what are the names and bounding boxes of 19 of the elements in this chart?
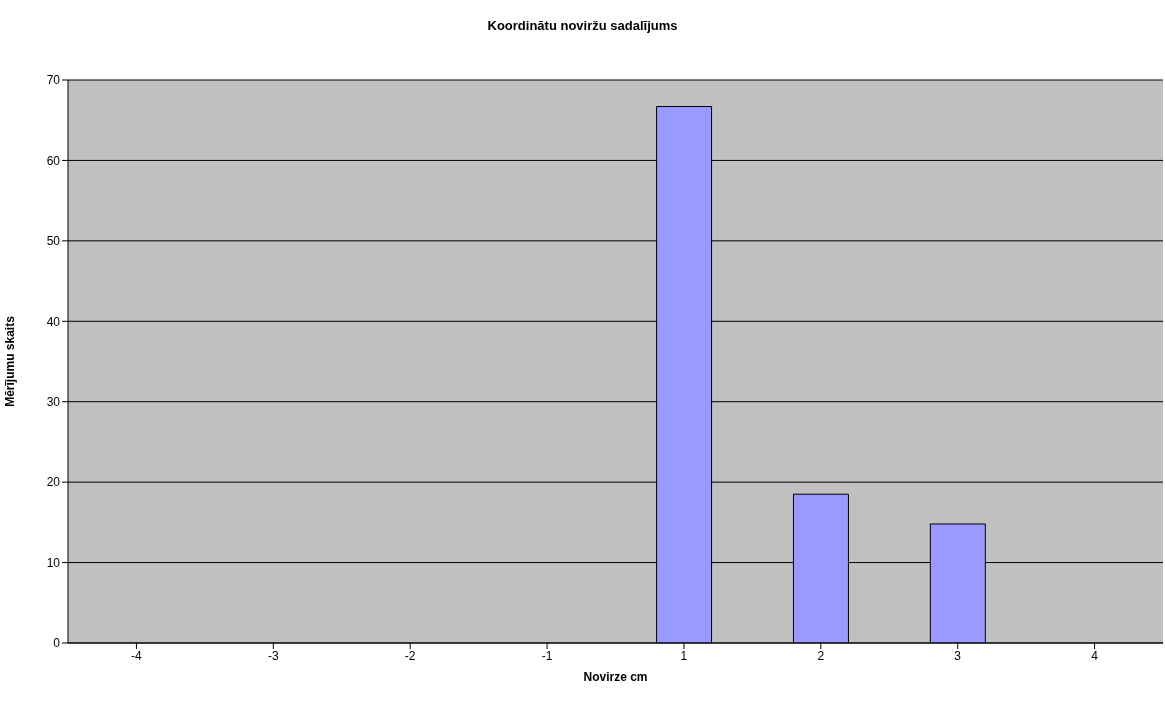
x-tick-label: 1: [680, 648, 688, 663]
y-tick-label: 30: [46, 394, 61, 409]
y-tick-label: 40: [46, 314, 61, 329]
y-tick-label: 20: [46, 475, 61, 490]
y-tick-label: 0: [53, 636, 61, 651]
y-tick-label: 50: [46, 234, 61, 249]
y-tick-label: 10: [46, 555, 61, 570]
y-axis-title: Mērījumu skaits: [3, 315, 18, 407]
x-tick-label: 4: [1091, 648, 1099, 663]
x-tick-label: -4: [131, 648, 143, 663]
x-tick-label: 3: [954, 648, 962, 663]
chart-title: Koordinātu noviržu sadalījums: [486, 18, 679, 33]
y-tick-label: 70: [46, 73, 61, 88]
x-axis-title: Novirze cm: [583, 670, 648, 684]
y-tick-label: 60: [46, 153, 61, 168]
x-tick-label: -3: [267, 648, 279, 663]
x-tick-label: -2: [404, 648, 416, 663]
x-tick-label: -1: [541, 648, 553, 663]
x-tick-label: 2: [817, 648, 825, 663]
